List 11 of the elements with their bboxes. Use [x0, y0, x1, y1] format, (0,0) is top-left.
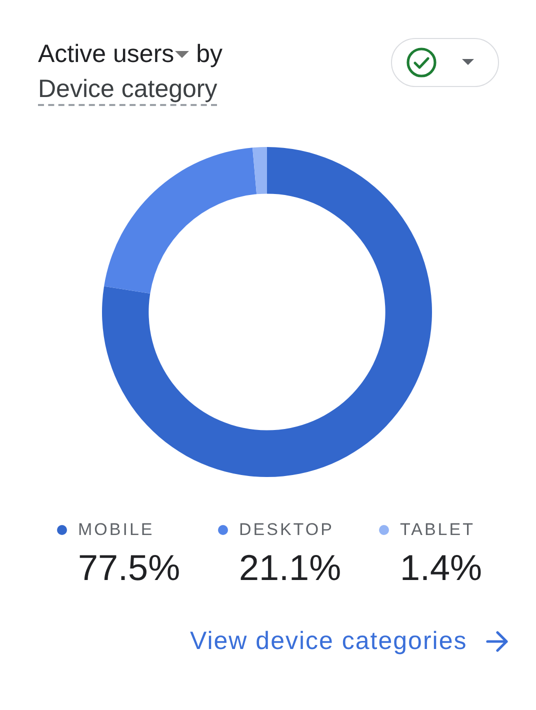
text: View device categories [190, 626, 468, 656]
donut-slice [252, 147, 267, 194]
data-label: 21.1% [239, 547, 342, 588]
legend-label: DESKTOP [239, 520, 334, 540]
legend-label: MOBILE [78, 520, 154, 540]
legend-label: TABLET [400, 520, 475, 540]
donut-slice [102, 147, 432, 477]
data-label: 77.5% [78, 547, 182, 588]
chart-title: Active users by Device category [38, 40, 223, 103]
donut-slice [104, 148, 257, 294]
data-label: 1.4% [400, 547, 484, 588]
